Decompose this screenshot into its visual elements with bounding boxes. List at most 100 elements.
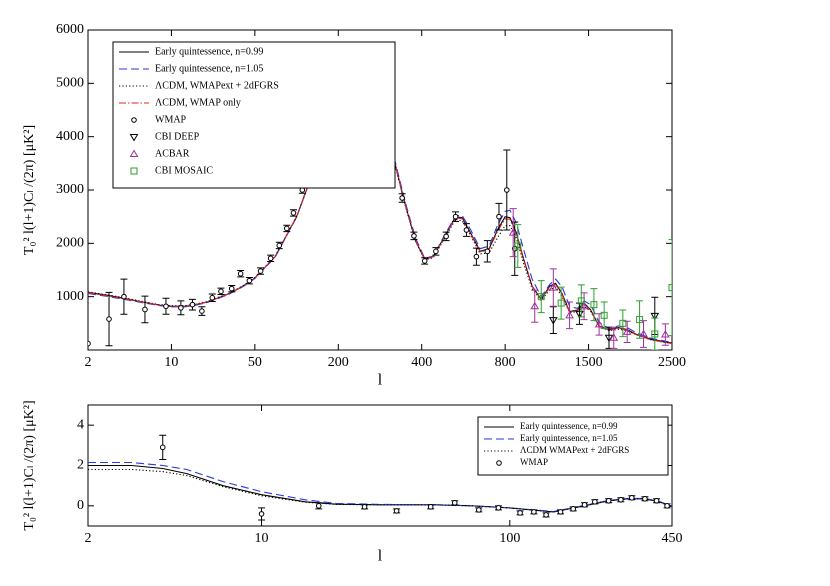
data-point [393, 508, 400, 514]
y-tick-label: 0 [77, 498, 84, 513]
data-point [557, 299, 565, 307]
x-tick-label: 10 [164, 355, 178, 370]
data-point [664, 503, 670, 509]
data-point [473, 253, 480, 260]
data-point [548, 283, 558, 291]
y-tick-label: 2 [77, 458, 84, 473]
error-bar [537, 280, 545, 314]
data-point [142, 306, 148, 313]
data-point [594, 319, 604, 328]
legend-label: ACBAR [155, 148, 190, 159]
data-point [427, 504, 434, 510]
data-point [209, 294, 216, 301]
error-bar [590, 288, 598, 322]
y-tick-label: 4000 [56, 129, 84, 144]
error-bar [509, 208, 517, 258]
legend-label: CBI DEEP [155, 131, 200, 142]
y-tick-label: 2000 [56, 236, 84, 251]
data-point [642, 495, 648, 502]
legend-box [112, 41, 396, 189]
data-point [660, 330, 670, 338]
legend-label: Early quintessence, n=0.99 [520, 421, 618, 431]
data-point [581, 502, 588, 508]
data-point [463, 227, 470, 233]
data-point [452, 213, 459, 220]
legend-label: CBI MOSAIC [155, 165, 213, 176]
data-point [609, 333, 619, 341]
data-point [543, 512, 549, 518]
x-tick-label: 2500 [658, 355, 686, 370]
data-point [557, 509, 564, 515]
data-point [411, 233, 417, 239]
legend-label: Early quintessence, n=1.05 [520, 433, 618, 443]
x-tick-label: 50 [248, 355, 262, 370]
error-bar [619, 309, 627, 338]
data-point [668, 284, 672, 292]
y-tick-label: 3000 [56, 182, 84, 197]
legend-label: ΛCDM, WMAPext + 2dFGRS [155, 80, 279, 91]
error-bar [549, 306, 557, 334]
y-tick-label: 4 [77, 417, 84, 432]
error-bar [640, 320, 648, 348]
x-tick-label: 1500 [575, 355, 603, 370]
legend-label: WMAP [520, 457, 548, 467]
data-point [514, 242, 522, 250]
x-tick-label: 800 [495, 355, 516, 370]
data-point [565, 310, 574, 319]
data-point [600, 311, 608, 319]
data-point [290, 210, 297, 216]
data-point [218, 288, 224, 295]
data-point [531, 509, 537, 515]
data-point [570, 506, 576, 512]
data-point [548, 317, 558, 325]
legend-swatch [130, 167, 138, 175]
legend-label: Early quintessence, n=0.99 [155, 46, 263, 57]
x-tick-label: 450 [662, 531, 683, 546]
data-point [590, 301, 598, 309]
data-point [276, 242, 283, 249]
data-point [618, 496, 624, 503]
data-point [508, 228, 518, 236]
x-axis-label: l [378, 548, 383, 565]
error-bar [600, 301, 608, 330]
x-tick-label: 10 [255, 531, 269, 546]
error-bar [610, 326, 618, 349]
legend-swatch [131, 117, 137, 123]
legend-swatch [496, 460, 502, 466]
data-point [622, 327, 632, 335]
data-point [163, 303, 169, 310]
data-point [530, 301, 540, 310]
error-bar [636, 300, 644, 339]
error-bar [566, 301, 574, 330]
data-point [199, 308, 205, 314]
error-bar [514, 224, 522, 268]
error-bar [549, 268, 557, 307]
x-axis-label: l [378, 372, 383, 389]
data-point [257, 268, 264, 274]
error-bar [651, 317, 659, 350]
data-point [361, 504, 368, 510]
curve [88, 468, 672, 513]
legend-label: ΛCDM WMAPext + 2dFGRS [520, 445, 629, 455]
legend-label: WMAP [155, 114, 187, 125]
legend-swatch [129, 134, 139, 142]
legend-label: Early quintessence, n=1.05 [155, 63, 263, 74]
data-point [421, 258, 428, 264]
data-point [577, 297, 585, 305]
error-bar [531, 289, 539, 323]
data-point [496, 213, 502, 220]
x-tick-label: 2 [85, 531, 92, 546]
data-point [88, 340, 91, 347]
x-tick-label: 400 [411, 355, 432, 370]
data-point [636, 316, 644, 324]
data-point [619, 319, 627, 327]
x-tick-label: 100 [499, 531, 520, 546]
data-point [629, 494, 635, 501]
x-tick-label: 200 [328, 355, 349, 370]
error-bar [668, 239, 672, 337]
data-point [228, 285, 235, 292]
data-point [579, 301, 589, 310]
data-point [517, 510, 523, 516]
legend-label: ΛCDM, WMAP only [155, 97, 241, 108]
